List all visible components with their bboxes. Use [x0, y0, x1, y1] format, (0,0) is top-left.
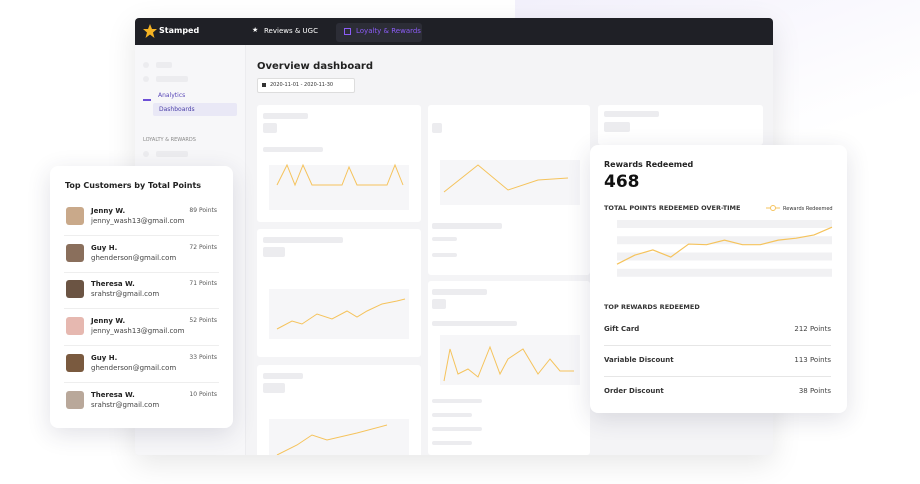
- gift-icon: [344, 28, 351, 35]
- sidebar-section: LOYALTY & REWARDS: [143, 137, 196, 143]
- chart-icon: [143, 92, 151, 101]
- customer-list: Jenny W. jenny_wash13@gmail.com 89 Points G…: [50, 199, 233, 419]
- customer-name: Theresa W.: [91, 280, 135, 289]
- avatar: [66, 243, 84, 262]
- rewards-chart: Rewards Redeemed: [616, 205, 833, 277]
- logo: [143, 24, 157, 38]
- brand: Stamped: [159, 26, 200, 35]
- customer-row: Jenny W. jenny_wash13@gmail.com 89 Points: [64, 199, 219, 236]
- customer-name: Jenny W.: [91, 207, 126, 215]
- reward-row: Order Discount 38 Points: [604, 377, 831, 407]
- reward-name: Gift Card: [604, 325, 640, 333]
- avatar: [66, 390, 84, 409]
- avatar: [66, 280, 84, 299]
- customer-email: ghenderson@gmail.com: [91, 363, 177, 372]
- total: 468: [604, 172, 640, 192]
- calendar-icon: [262, 83, 266, 87]
- customer-row: Jenny W. jenny_wash13@gmail.com 52 Points: [64, 309, 219, 347]
- customer-row: Guy H. ghenderson@gmail.com 33 Points: [64, 346, 219, 383]
- avatar: [66, 207, 84, 225]
- skeleton-chart: [269, 419, 409, 455]
- customer-name: Jenny W.: [91, 317, 126, 326]
- customers-card: Top Customers by Total Points Jenny W. je…: [50, 166, 233, 428]
- reward-name: Variable Discount: [604, 356, 674, 364]
- skeleton-chart: [440, 160, 580, 205]
- customer-name: Guy H.: [91, 353, 118, 362]
- customer-email: srahstr@gmail.com: [91, 290, 160, 299]
- skeleton-chart: [269, 289, 409, 339]
- section-title: TOP REWARDS REDEEMED: [604, 303, 700, 311]
- skeleton-card: [598, 105, 763, 145]
- card-title: Top Customers by Total Points: [65, 181, 202, 190]
- customer-points: 52 Points: [189, 317, 217, 325]
- sidebar-item-active[interactable]: Dashboards: [153, 103, 237, 116]
- skeleton-card: [428, 105, 590, 275]
- reward-row: Gift Card 212 Points: [604, 315, 831, 346]
- customer-row: Theresa W. srahstr@gmail.com 10 Points: [64, 383, 219, 419]
- top-bar: Stamped ★ Reviews & UGC Loyalty & Reward…: [135, 18, 773, 45]
- nav-tab-label: Loyalty & Rewards: [356, 27, 421, 35]
- sidebar-item[interactable]: Analytics: [158, 92, 186, 99]
- customer-row: Theresa W. srahstr@gmail.com 71 Points: [64, 272, 219, 310]
- customer-points: 89 Points: [189, 207, 217, 214]
- skeleton-card: [257, 105, 421, 222]
- reward-name: Order Discount: [604, 387, 664, 395]
- nav-tab[interactable]: Reviews & UGC: [264, 27, 318, 35]
- customer-points: 71 Points: [189, 280, 217, 288]
- avatar: [66, 317, 84, 336]
- grid-band: [617, 252, 832, 261]
- line: [616, 226, 833, 265]
- main-title: Overview dashboard: [257, 61, 374, 72]
- rewards-card: Rewards Redeemed 468 TOTAL POINTS REDEEM…: [590, 145, 847, 413]
- top-rewards: Gift Card 212 Points Variable Discount 113 …: [590, 315, 847, 410]
- grid-band: [617, 220, 832, 228]
- skeleton-card: [257, 229, 421, 357]
- skeleton-card: [428, 281, 590, 455]
- customer-row: Guy H. ghenderson@gmail.com 72 Points: [64, 236, 219, 273]
- legend-marker: [770, 205, 776, 211]
- sidebar-item-label: Dashboards: [159, 106, 195, 113]
- customer-points: 10 Points: [189, 390, 217, 398]
- reward-points: 38 Points: [798, 387, 831, 395]
- star-icon: ★: [252, 26, 259, 34]
- avatar: [66, 353, 84, 372]
- reward-points: 212 Points: [794, 325, 831, 333]
- legend-label: Rewards Redeemed: [783, 206, 833, 212]
- customer-name: Theresa W.: [91, 390, 135, 399]
- customer-email: jenny_wash13@gmail.com: [91, 217, 185, 225]
- date-picker[interactable]: 2020-11-01 - 2020-11-30: [257, 78, 355, 93]
- date-range: 2020-11-01 - 2020-11-30: [270, 82, 334, 88]
- card-title: Rewards Redeemed: [604, 160, 694, 169]
- customer-points: 72 Points: [189, 243, 217, 251]
- customer-points: 33 Points: [189, 353, 217, 361]
- reward-row: Variable Discount 113 Points: [604, 346, 831, 377]
- nav-tab-active[interactable]: Loyalty & Rewards: [336, 23, 422, 42]
- customer-email: srahstr@gmail.com: [91, 400, 160, 409]
- skeleton-card: [257, 365, 421, 455]
- grid-band: [617, 268, 832, 277]
- customer-name: Guy H.: [91, 243, 118, 252]
- skeleton-chart: [440, 335, 580, 385]
- reward-points: 113 Points: [794, 356, 831, 364]
- chart-title: TOTAL POINTS REDEEMED OVER-TIME: [604, 204, 741, 212]
- skeleton-chart: [269, 163, 409, 210]
- customer-email: ghenderson@gmail.com: [91, 253, 177, 262]
- customer-email: jenny_wash13@gmail.com: [91, 327, 185, 336]
